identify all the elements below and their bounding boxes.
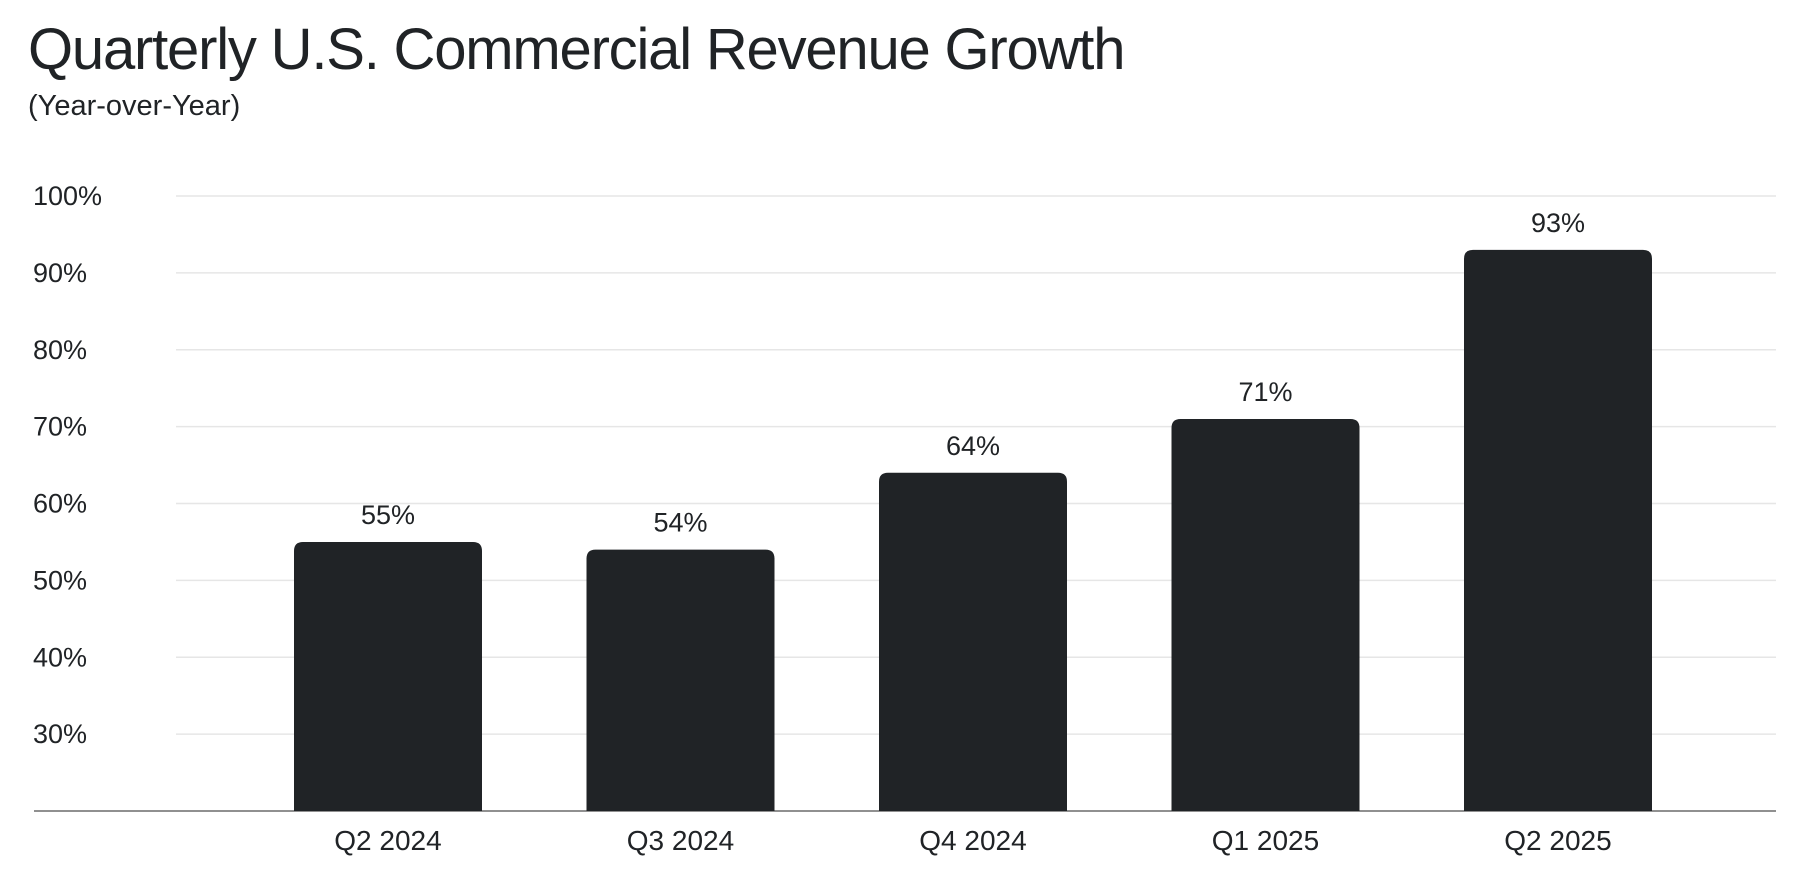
y-tick-label: 60% [33,489,87,519]
x-tick-label: Q2 2025 [1504,825,1611,856]
y-tick-label: 90% [33,258,87,288]
x-tick-label: Q2 2024 [334,825,441,856]
y-tick-label: 70% [33,412,87,442]
y-tick-label: 50% [33,565,87,595]
data-label: 64% [946,431,1000,461]
chart-title: Quarterly U.S. Commercial Revenue Growth [28,17,1125,82]
y-tick-label: 100% [33,181,102,211]
bar-q4-2024 [879,472,1067,811]
x-tick-label: Q4 2024 [919,825,1026,856]
y-tick-label: 80% [33,335,87,365]
data-label: 71% [1238,377,1292,407]
data-label: 93% [1531,208,1585,238]
y-tick-label: 30% [33,719,87,749]
bar-q2-2024 [294,541,482,811]
y-tick-label: 40% [33,642,87,672]
chart-subtitle: (Year-over-Year) [28,90,241,122]
x-tick-label: Q1 2025 [1212,825,1319,856]
bar-q2-2025 [1464,249,1652,811]
bar-q1-2025 [1171,418,1360,811]
bars [294,249,1652,811]
x-tick-label: Q3 2024 [627,825,734,856]
data-label: 55% [361,500,415,530]
bar-q3-2024 [586,549,775,811]
data-label: 54% [653,508,707,538]
data-labels: 55% 54% 64% 71% 93% [361,208,1585,538]
x-axis: Q2 2024 Q3 2024 Q4 2024 Q1 2025 Q2 2025 [334,825,1611,856]
